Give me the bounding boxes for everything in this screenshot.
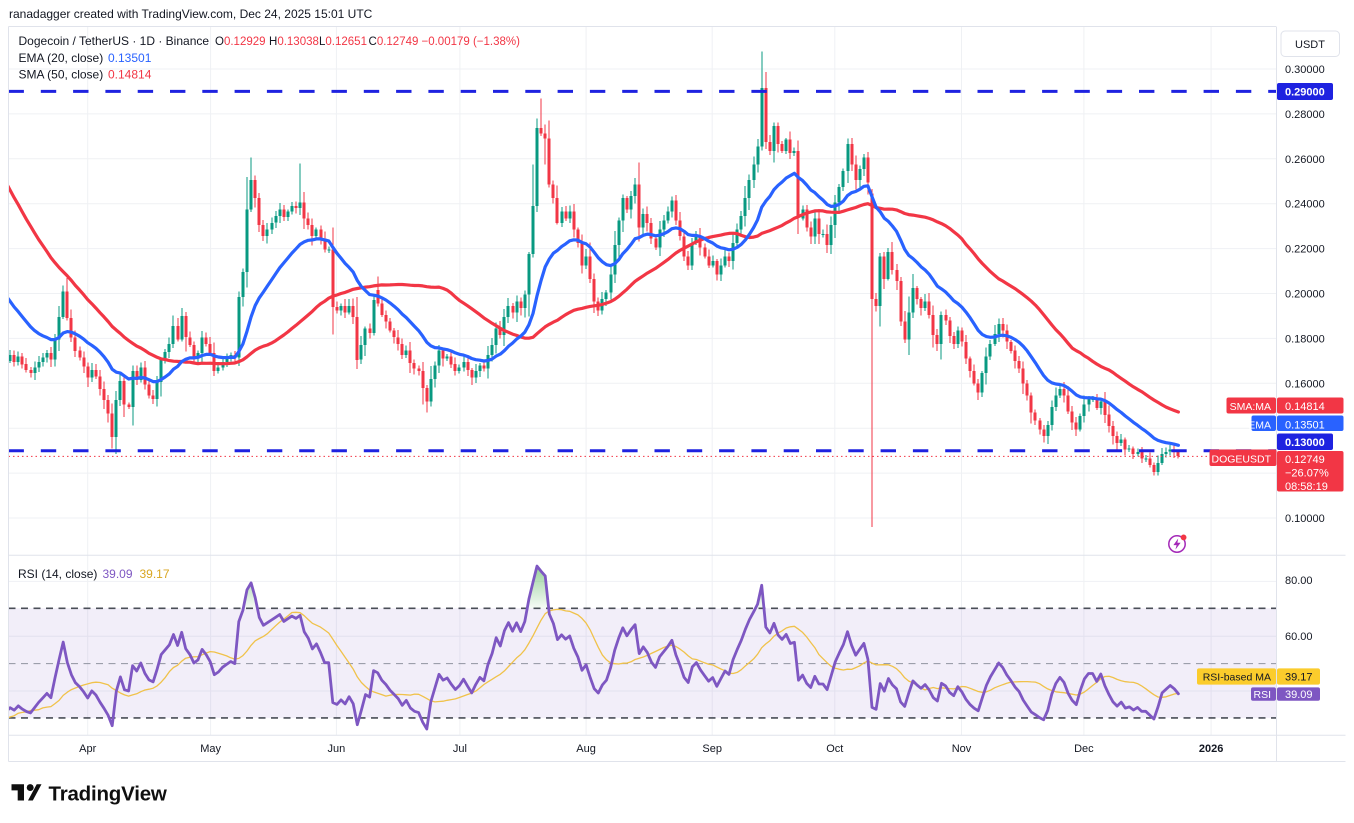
svg-text:Sep: Sep bbox=[702, 743, 722, 755]
svg-text:DOGEUSDT: DOGEUSDT bbox=[1211, 453, 1271, 465]
svg-text:0.22000: 0.22000 bbox=[1285, 244, 1325, 256]
svg-text:39.09: 39.09 bbox=[1285, 689, 1313, 701]
svg-text:C0.12749: C0.12749 bbox=[369, 36, 419, 48]
svg-text:0.20000: 0.20000 bbox=[1285, 289, 1325, 301]
svg-text:Apr: Apr bbox=[79, 743, 96, 755]
svg-text:39.17: 39.17 bbox=[140, 567, 170, 581]
svg-text:EMA (20, close): EMA (20, close) bbox=[19, 51, 104, 65]
svg-text:SMA (50, close): SMA (50, close) bbox=[19, 68, 104, 82]
svg-text:L0.12651: L0.12651 bbox=[319, 36, 367, 48]
svg-text:0.13501: 0.13501 bbox=[1285, 420, 1325, 432]
svg-text:0.30000: 0.30000 bbox=[1285, 64, 1325, 76]
svg-text:08:58:19: 08:58:19 bbox=[1285, 481, 1328, 493]
svg-text:60.00: 60.00 bbox=[1285, 631, 1313, 643]
svg-text:2026: 2026 bbox=[1199, 743, 1223, 755]
svg-text:39.09: 39.09 bbox=[103, 567, 133, 581]
svg-text:0.26000: 0.26000 bbox=[1285, 154, 1325, 166]
svg-text:EMA: EMA bbox=[1248, 420, 1271, 432]
svg-text:H0.13038: H0.13038 bbox=[269, 36, 319, 48]
svg-text:RSI: RSI bbox=[1253, 689, 1271, 701]
svg-text:−0.00179 (−1.38%): −0.00179 (−1.38%) bbox=[422, 36, 521, 48]
svg-text:TradingView: TradingView bbox=[49, 783, 167, 806]
svg-text:USDT: USDT bbox=[1295, 39, 1325, 51]
svg-text:0.24000: 0.24000 bbox=[1285, 199, 1325, 211]
svg-text:Jun: Jun bbox=[328, 743, 346, 755]
svg-text:0.14814: 0.14814 bbox=[1285, 401, 1325, 413]
svg-text:−26.07%: −26.07% bbox=[1285, 468, 1329, 480]
svg-text:Dogecoin / TetherUS · 1D · Bin: Dogecoin / TetherUS · 1D · Binance bbox=[19, 34, 210, 48]
svg-text:0.10000: 0.10000 bbox=[1285, 513, 1325, 525]
svg-text:RSI-based MA: RSI-based MA bbox=[1203, 672, 1271, 684]
svg-text:O0.12929: O0.12929 bbox=[215, 36, 266, 48]
svg-text:0.28000: 0.28000 bbox=[1285, 109, 1325, 121]
svg-text:80.00: 80.00 bbox=[1285, 575, 1313, 587]
svg-text:Jul: Jul bbox=[453, 743, 467, 755]
svg-text:0.14814: 0.14814 bbox=[108, 68, 152, 82]
svg-text:SMA:MA: SMA:MA bbox=[1230, 401, 1271, 413]
svg-text:0.13000: 0.13000 bbox=[1285, 437, 1325, 449]
svg-text:0.16000: 0.16000 bbox=[1285, 378, 1325, 390]
svg-text:39.17: 39.17 bbox=[1285, 672, 1313, 684]
svg-text:0.12749: 0.12749 bbox=[1285, 454, 1325, 466]
svg-text:ranadagger created with Tradin: ranadagger created with TradingView.com,… bbox=[9, 7, 373, 21]
svg-text:Oct: Oct bbox=[826, 743, 843, 755]
svg-text:0.13501: 0.13501 bbox=[108, 51, 152, 65]
svg-text:0.18000: 0.18000 bbox=[1285, 333, 1325, 345]
svg-text:Dec: Dec bbox=[1074, 743, 1094, 755]
svg-text:May: May bbox=[200, 743, 221, 755]
svg-text:Aug: Aug bbox=[576, 743, 596, 755]
svg-text:RSI (14, close): RSI (14, close) bbox=[18, 567, 97, 581]
svg-text:0.29000: 0.29000 bbox=[1285, 87, 1325, 99]
svg-text:Nov: Nov bbox=[952, 743, 972, 755]
